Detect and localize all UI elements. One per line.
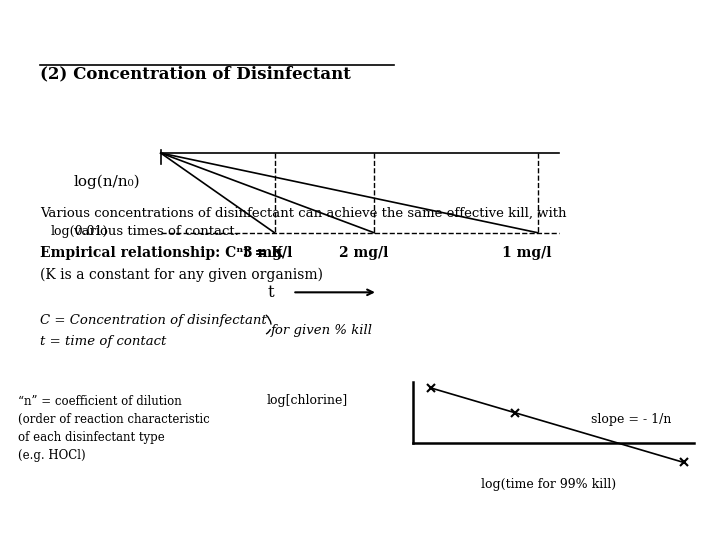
Text: t: t: [268, 284, 274, 301]
Text: Empirical relationship: Cⁿt = K: Empirical relationship: Cⁿt = K: [40, 246, 283, 260]
Text: slope = - 1/n: slope = - 1/n: [591, 414, 672, 427]
Text: 3 mg/l: 3 mg/l: [243, 246, 292, 260]
Text: “n” = coefficient of dilution
(order of reaction characteristic
of each disinfec: “n” = coefficient of dilution (order of …: [19, 395, 210, 462]
Text: (K is a constant for any given organism): (K is a constant for any given organism): [40, 267, 323, 282]
Text: for given % kill: for given % kill: [271, 324, 373, 337]
Text: log(0.01): log(0.01): [50, 225, 107, 238]
Text: log[chlorine]: log[chlorine]: [266, 394, 348, 407]
Text: 1 mg/l: 1 mg/l: [503, 246, 552, 260]
Text: t = time of contact: t = time of contact: [40, 335, 166, 348]
Text: 2 mg/l: 2 mg/l: [339, 246, 388, 260]
Text: log(time for 99% kill): log(time for 99% kill): [481, 478, 616, 491]
Text: (2) Concentration of Disinfectant: (2) Concentration of Disinfectant: [40, 65, 351, 82]
Text: log(n/n₀): log(n/n₀): [74, 175, 140, 190]
Text: Various concentrations of disinfectant can achieve the same effective kill, with: Various concentrations of disinfectant c…: [40, 207, 566, 238]
Text: C = Concentration of disinfectant: C = Concentration of disinfectant: [40, 314, 266, 327]
